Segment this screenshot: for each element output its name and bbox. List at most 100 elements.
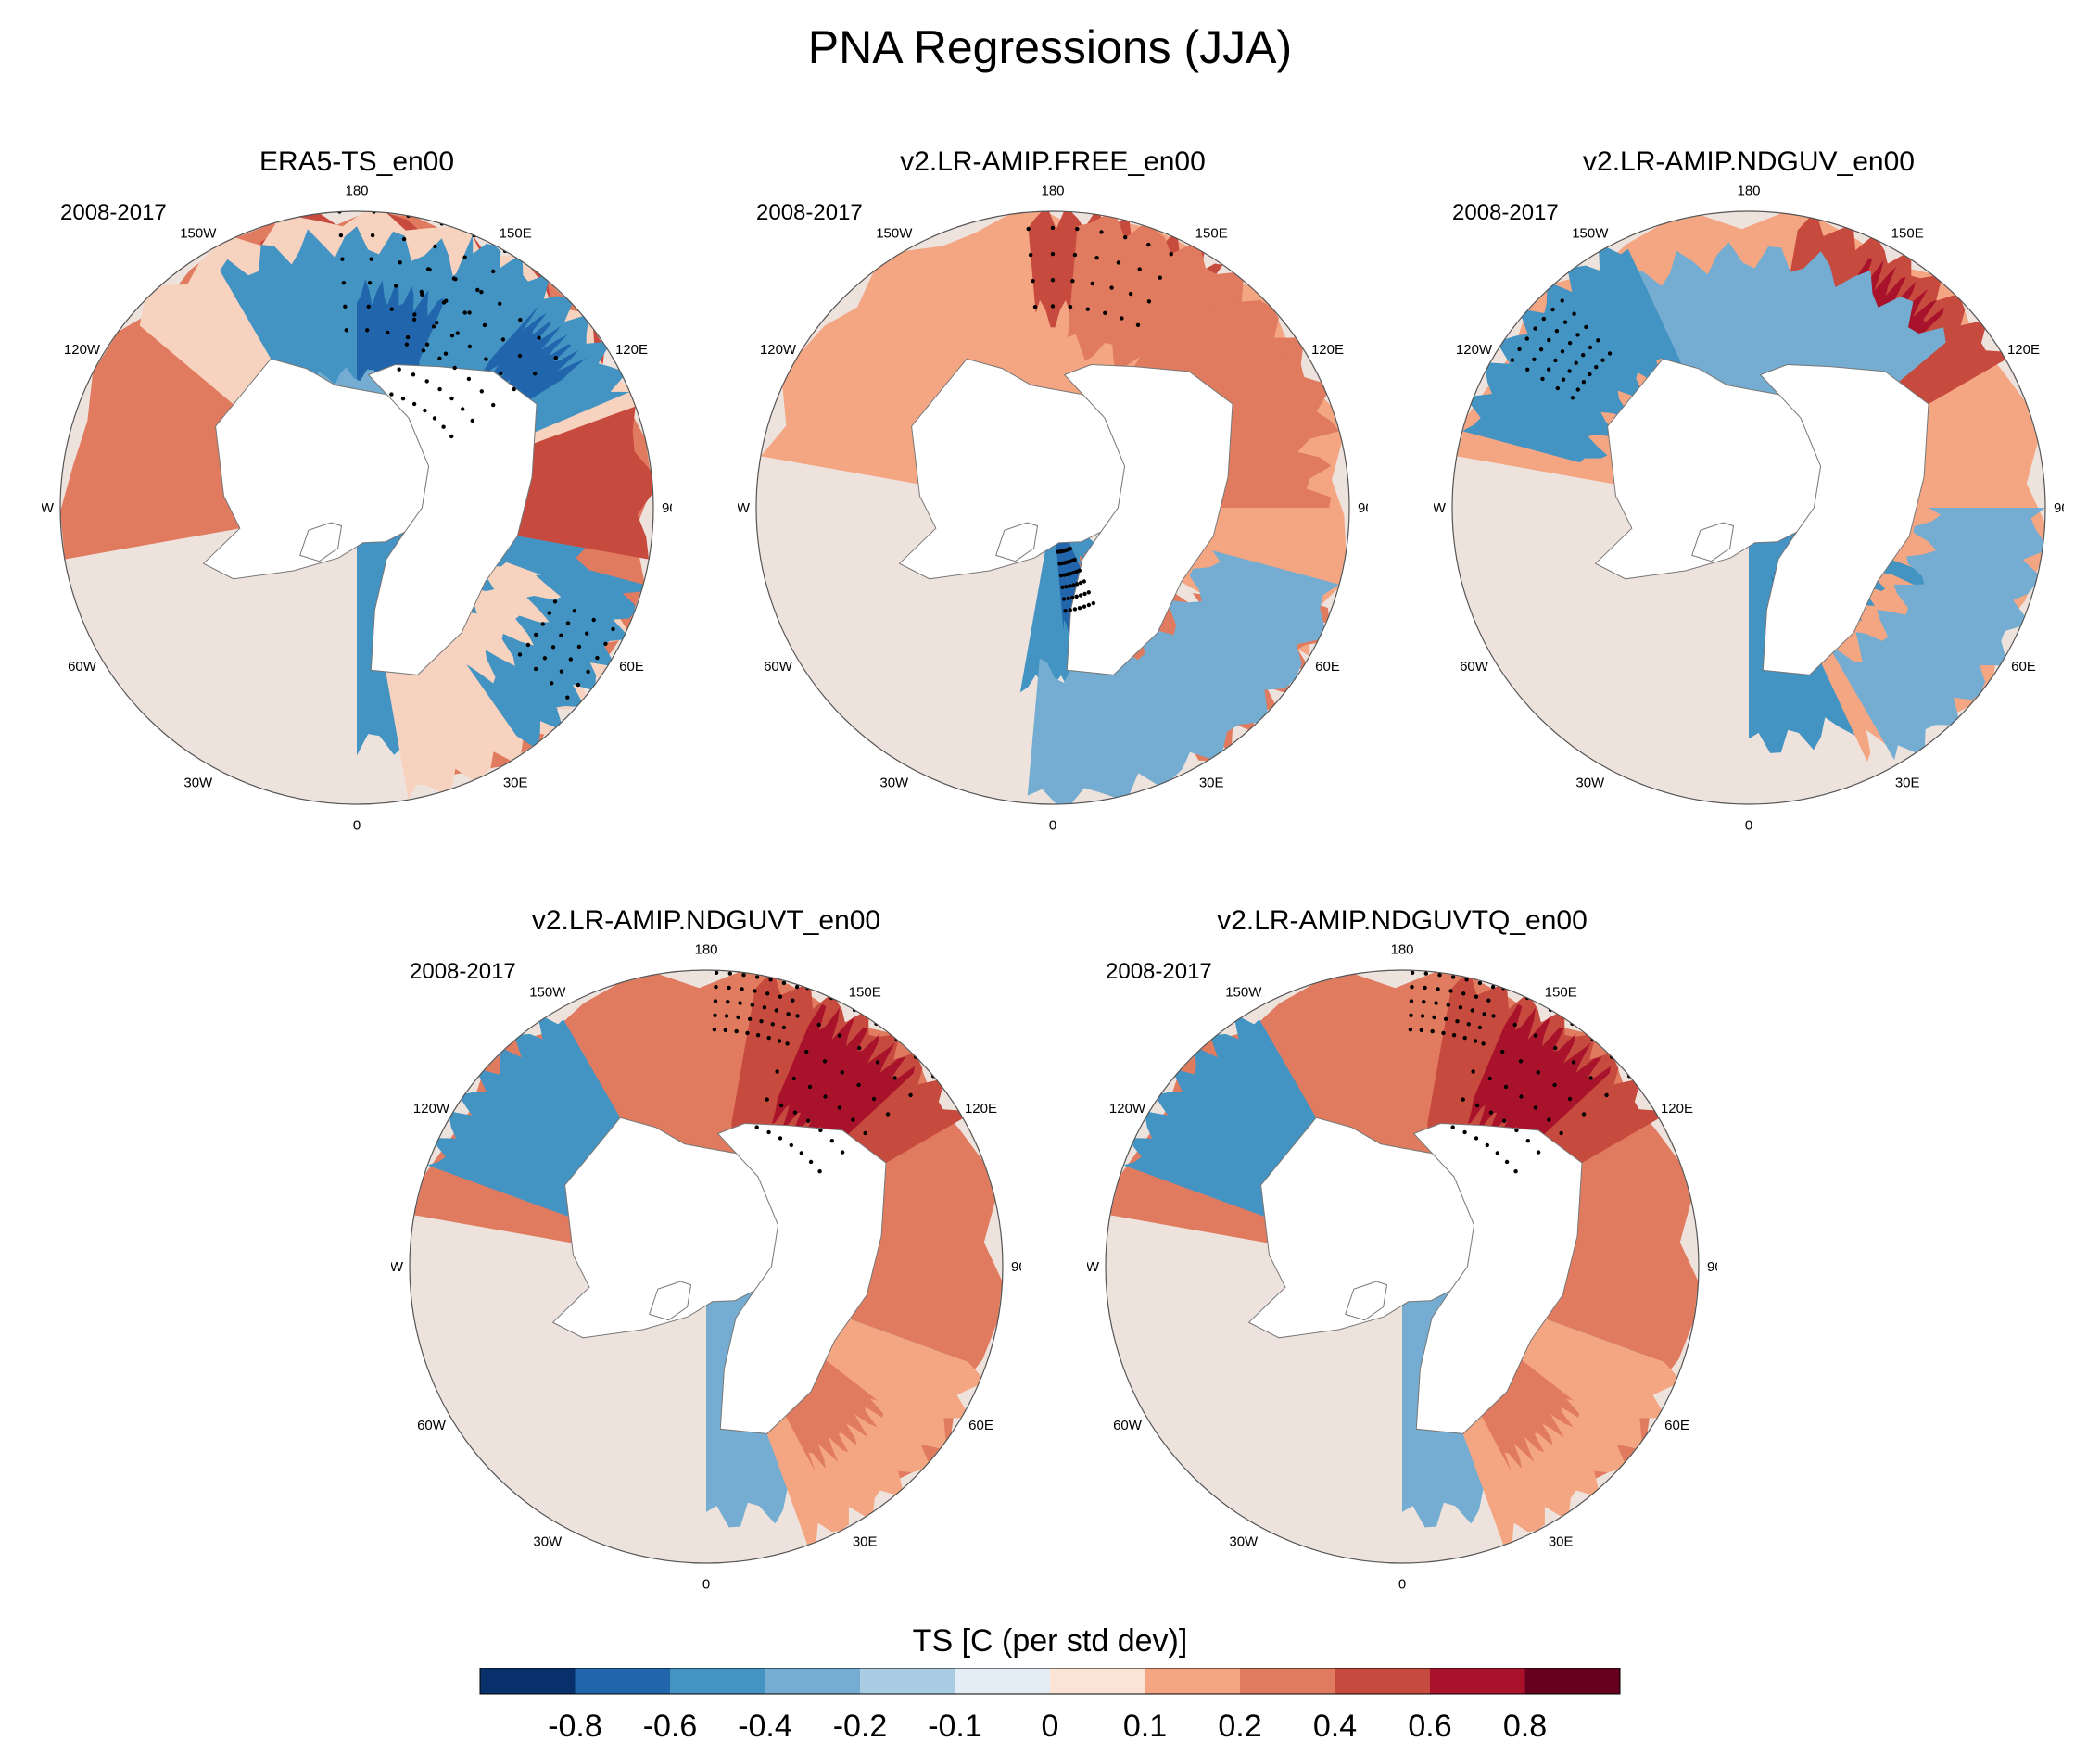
- significance-dot: [424, 379, 429, 384]
- colorbar-tick-label: -0.2: [832, 1709, 888, 1744]
- significance-dot: [1552, 1082, 1557, 1088]
- land-mask: [716, 1122, 887, 1434]
- longitude-label: 30E: [503, 776, 528, 791]
- polar-map: 180 150E 120E 90E 60E 30E 0 30W 60W 90W 120W 150W: [391, 942, 1021, 1593]
- significance-dot: [1058, 573, 1064, 578]
- significance-dot: [1082, 579, 1086, 584]
- significance-dot: [807, 1084, 813, 1090]
- significance-dot: [547, 611, 551, 615]
- significance-dot: [1068, 584, 1072, 588]
- significance-dot: [1050, 278, 1056, 283]
- significance-dot: [398, 260, 402, 265]
- significance-dot: [432, 416, 437, 421]
- period-label: 2008-2017: [60, 200, 167, 225]
- significance-dot: [581, 709, 586, 714]
- colorbar-tick-label: 0.1: [1122, 1709, 1168, 1744]
- significance-dot: [533, 372, 538, 376]
- significance-dot: [466, 376, 472, 382]
- significance-dot: [394, 284, 398, 288]
- longitude-label: 0: [1398, 1576, 1406, 1592]
- significance-dot: [1575, 387, 1580, 392]
- significance-dot: [1538, 347, 1544, 352]
- significance-dot: [1584, 324, 1588, 330]
- longitude-label: 120E: [615, 342, 648, 358]
- significance-dot: [1410, 984, 1414, 990]
- significance-dot: [1123, 235, 1128, 240]
- significance-dot: [1513, 1169, 1518, 1174]
- significance-dot: [1474, 1103, 1480, 1108]
- land-mask: [898, 358, 1131, 580]
- significance-dot: [1072, 557, 1077, 562]
- significance-dot: [805, 1118, 811, 1123]
- significance-dot: [1525, 1139, 1530, 1143]
- significance-dot: [727, 971, 732, 976]
- significance-dot: [338, 233, 344, 238]
- significance-dot: [1436, 987, 1440, 991]
- significance-dot: [542, 656, 548, 661]
- significance-dot: [1169, 252, 1173, 257]
- longitude-label: 150W: [876, 226, 913, 242]
- colorbar-tick-label: -0.6: [642, 1709, 698, 1744]
- significance-dot: [559, 633, 563, 637]
- significance-dot: [791, 1076, 796, 1081]
- significance-dot: [475, 287, 480, 293]
- significance-dot: [1588, 372, 1592, 377]
- longitude-label: 60W: [1113, 1418, 1143, 1433]
- significance-dot: [1487, 1076, 1492, 1081]
- longitude-label: 0: [353, 817, 361, 833]
- significance-dot: [1090, 281, 1094, 286]
- longitude-label: 30W: [1229, 1534, 1259, 1550]
- anomaly-region: [1831, 508, 2045, 761]
- significance-dot: [1560, 349, 1565, 354]
- significance-dot: [586, 669, 590, 675]
- significance-dot: [1600, 358, 1605, 362]
- significance-dot: [1050, 251, 1056, 257]
- significance-dot: [1474, 1136, 1479, 1141]
- map-boundary: [409, 969, 1004, 1564]
- period-label: 2008-2017: [1106, 959, 1212, 984]
- significance-dot: [649, 645, 653, 650]
- significance-dot: [1116, 260, 1121, 265]
- significance-dot: [1504, 1159, 1510, 1165]
- significance-dot: [404, 342, 410, 347]
- significance-dot: [1109, 285, 1114, 290]
- significance-dot: [1517, 347, 1522, 352]
- significance-dot: [461, 407, 465, 411]
- panel-title: v2.LR-AMIP.FREE_en00: [900, 146, 1206, 177]
- significance-dot: [1050, 304, 1056, 309]
- significance-dot: [885, 1112, 891, 1117]
- land-mask: [1345, 1281, 1388, 1321]
- longitude-label: 90W: [1087, 1259, 1100, 1275]
- map-boundary: [755, 210, 1350, 805]
- significance-dot: [441, 424, 446, 429]
- significance-dot: [517, 353, 523, 359]
- significance-dot: [499, 371, 503, 376]
- significance-dot: [423, 408, 427, 413]
- map-panel-ndguvtq: v2.LR-AMIP.NDGUVTQ_en00 2008-2017 180 150…: [1087, 905, 1717, 1628]
- longitude-label: 180: [694, 942, 717, 958]
- significance-dot: [1481, 1041, 1486, 1046]
- colorbar-outline: [479, 1668, 1621, 1695]
- anomaly-region: [475, 304, 586, 414]
- significance-dot: [401, 236, 407, 242]
- significance-dot: [1130, 211, 1134, 215]
- significance-dot: [1072, 607, 1078, 612]
- significance-dot: [778, 994, 783, 999]
- map-field: [410, 970, 1003, 1563]
- significance-dot: [462, 310, 467, 315]
- significance-dot: [1070, 595, 1075, 600]
- significance-dot: [1594, 365, 1599, 370]
- land-mask: [649, 1281, 692, 1321]
- colorbar-title: TS [C (per std dev)]: [912, 1623, 1188, 1659]
- longitude-label: 30E: [1549, 1534, 1574, 1550]
- longitude-label: 0: [1745, 817, 1752, 833]
- map-boundary: [1105, 969, 1700, 1564]
- significance-dot: [1471, 1069, 1475, 1074]
- significance-dot: [1028, 252, 1033, 258]
- significance-dot: [1541, 316, 1546, 322]
- significance-dot: [443, 351, 449, 356]
- significance-dot: [1071, 583, 1076, 587]
- significance-dot: [1077, 568, 1082, 573]
- significance-dot: [753, 989, 757, 993]
- significance-dot: [609, 709, 614, 714]
